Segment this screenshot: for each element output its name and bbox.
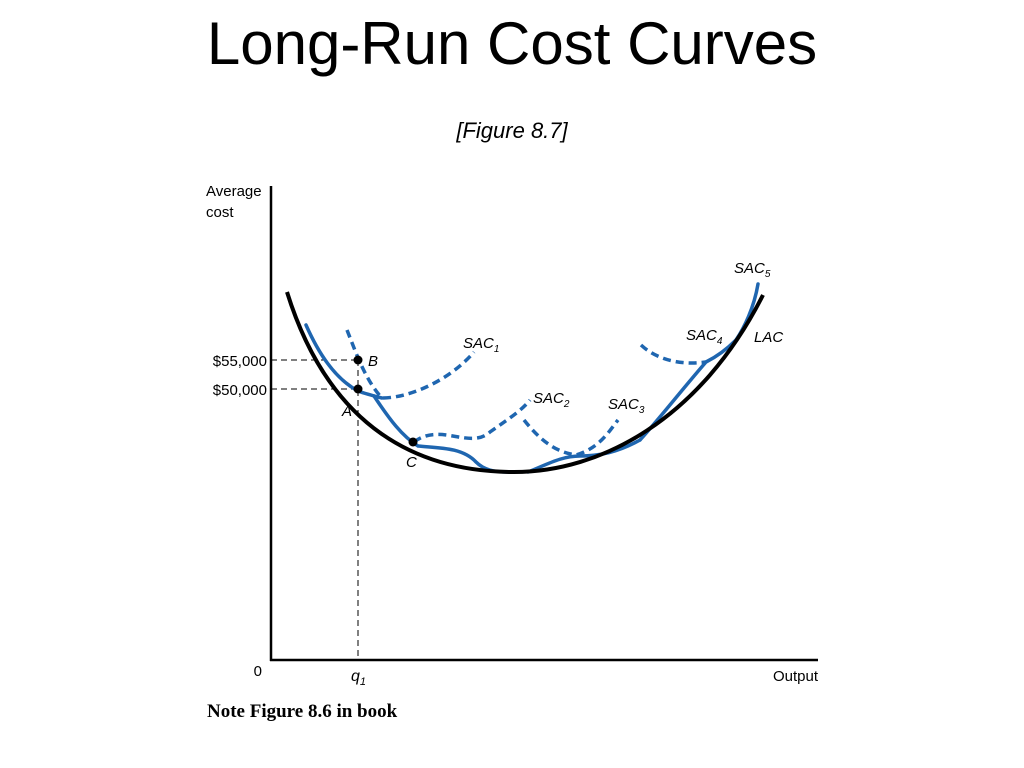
lac-label: LAC (754, 329, 783, 346)
point-a (353, 384, 363, 394)
x-tick-q: q (351, 668, 360, 685)
lac-curve (285, 291, 765, 475)
y-tick-55000: $55,000 (213, 353, 267, 370)
sac1-dashed (345, 329, 476, 400)
sac4-label: SAC4 (686, 327, 723, 347)
point-a-label: A (341, 403, 352, 420)
footnote: Note Figure 8.6 in book (207, 701, 398, 722)
sac2-dashed (412, 398, 532, 444)
point-c (408, 437, 418, 447)
x-tick-q1: q1 (351, 668, 366, 688)
sac2-label: SAC2 (533, 390, 570, 410)
sac4-dashed (639, 343, 707, 365)
origin-label: 0 (254, 663, 262, 680)
sac3-dashed (522, 418, 620, 457)
y-axis-label-line1: Average (206, 183, 262, 200)
sac5-label: SAC5 (734, 260, 771, 280)
x-tick-q-subscript: 1 (360, 676, 366, 688)
x-axis-label: Output (773, 668, 819, 685)
figure-reference: [Figure 8.7] (456, 118, 568, 143)
point-b-label: B (368, 353, 378, 370)
sac3-solid (526, 438, 642, 474)
point-b (353, 355, 363, 365)
y-tick-50000: $50,000 (213, 382, 267, 399)
y-axis-label-line2: cost (206, 204, 234, 221)
slide-title: Long-Run Cost Curves (206, 10, 818, 77)
point-c-label: C (406, 454, 417, 471)
sac3-label: SAC3 (608, 396, 645, 416)
sac1-label: SAC1 (463, 335, 499, 355)
